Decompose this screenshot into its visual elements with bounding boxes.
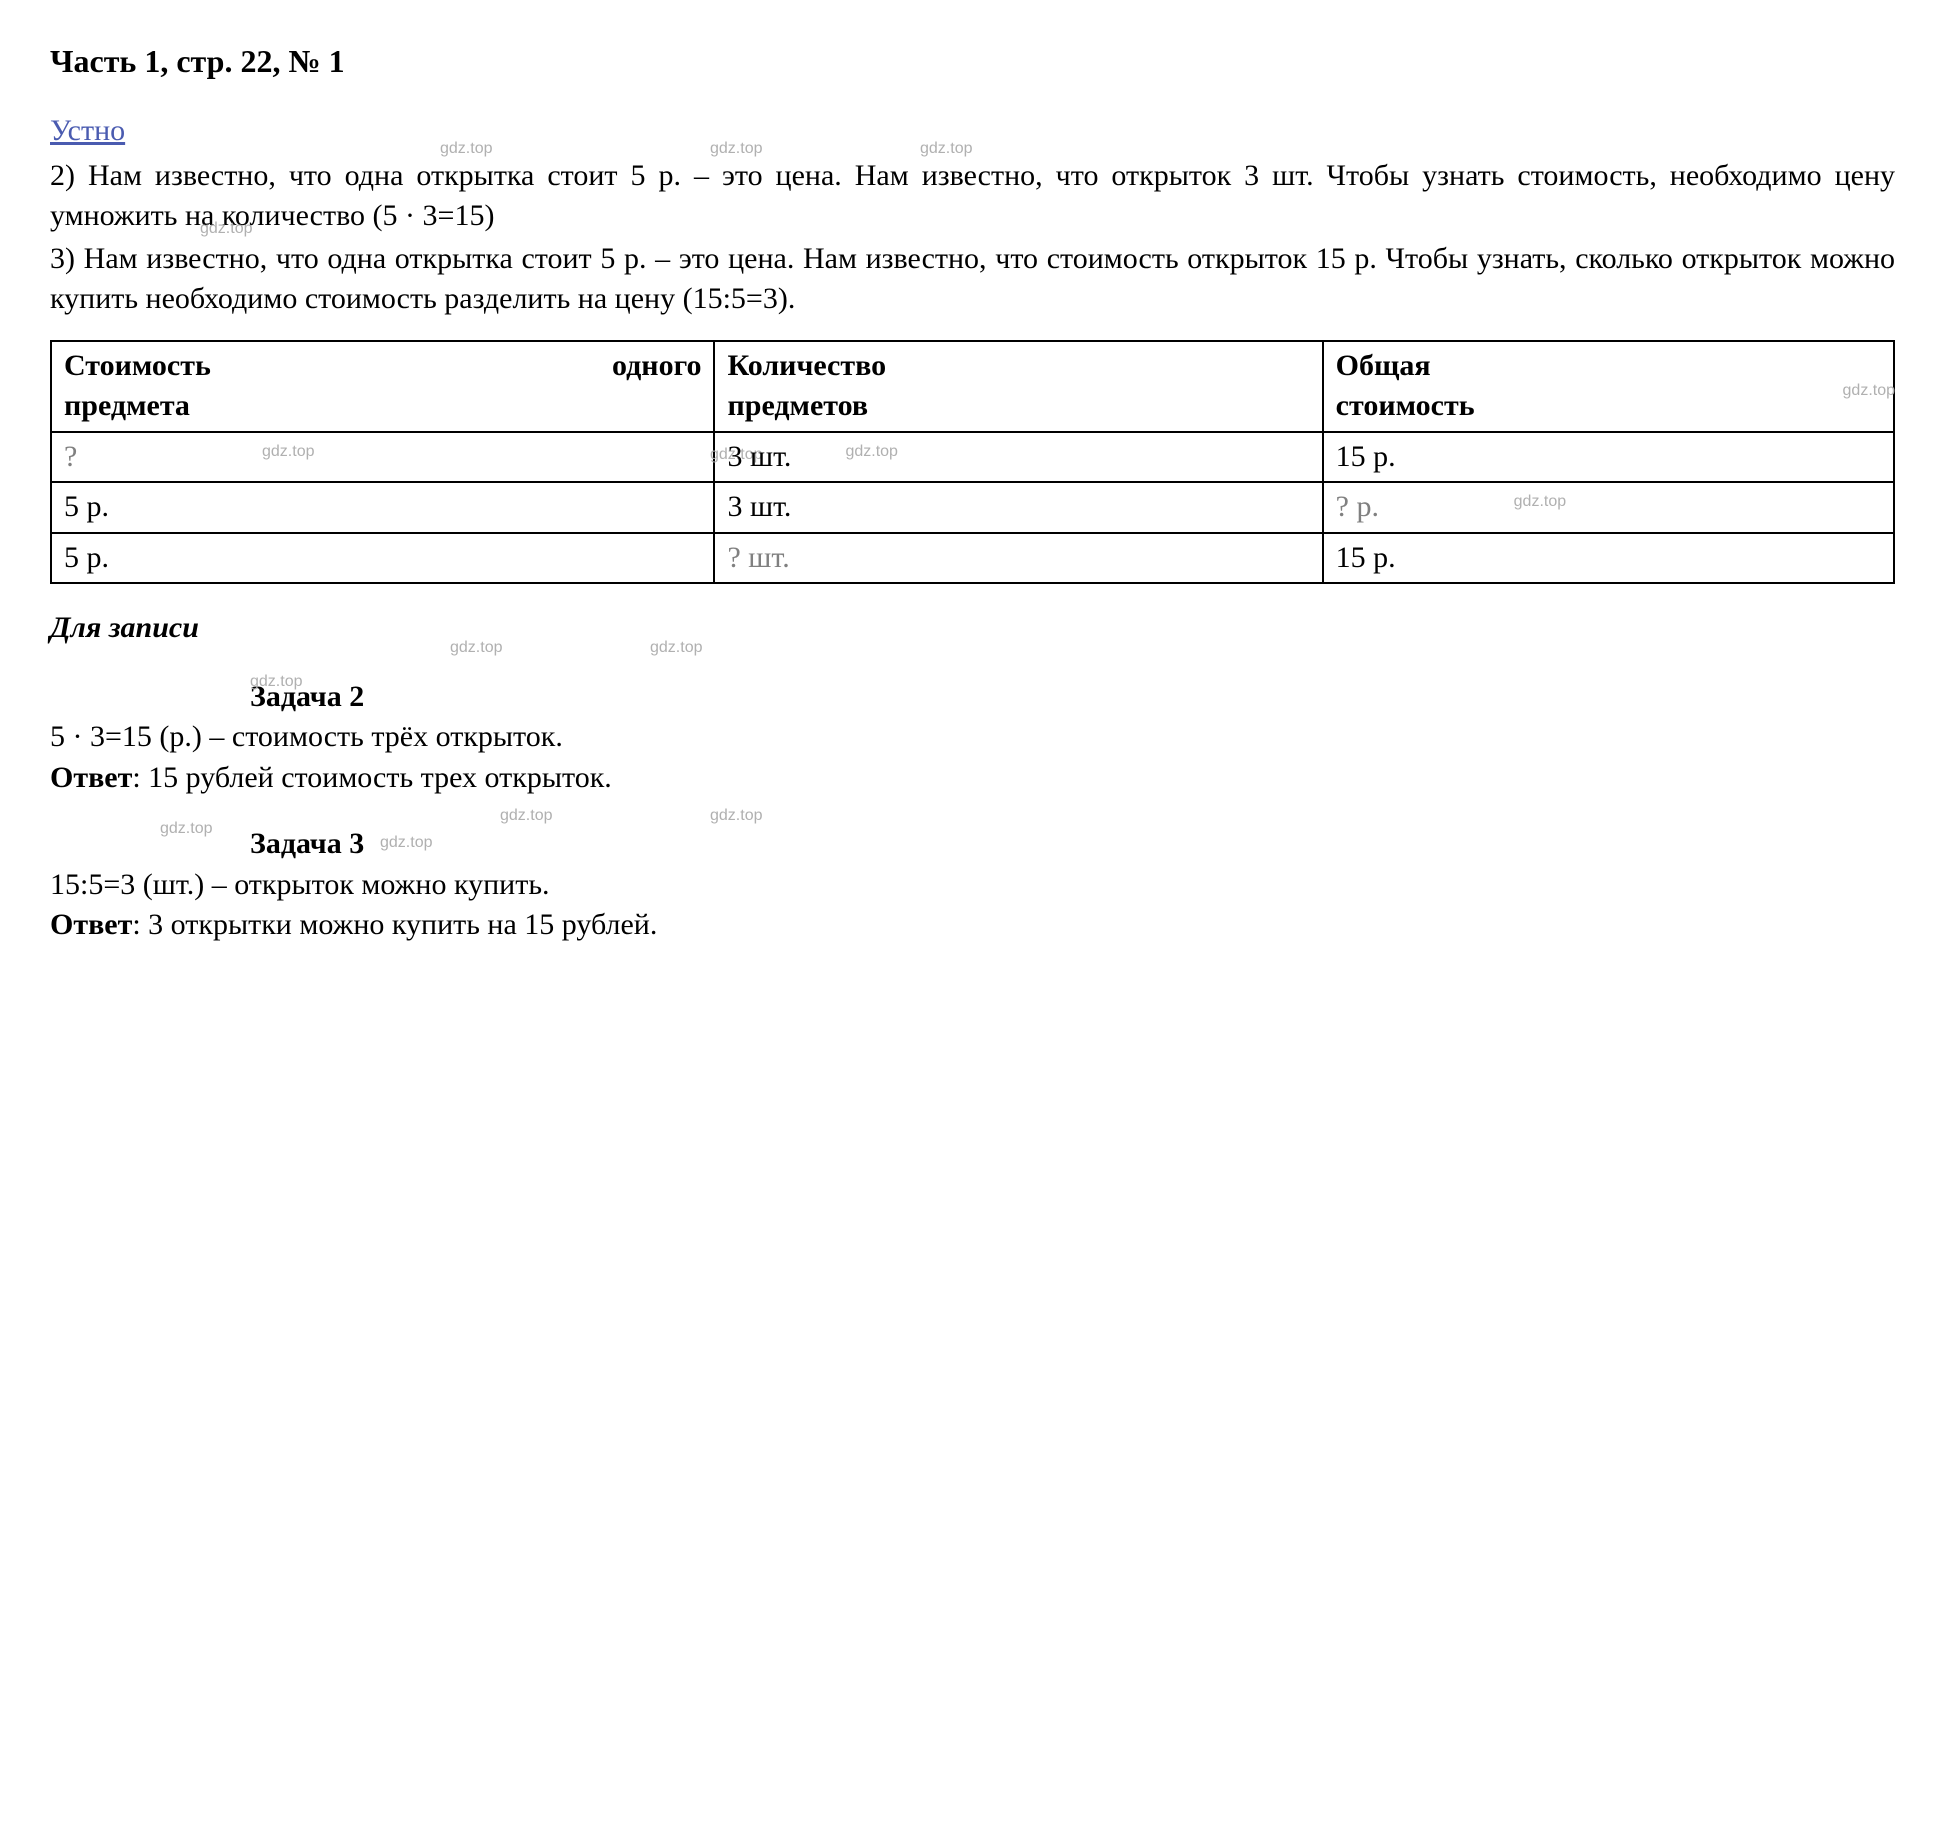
watermark: gdz.top bbox=[920, 138, 972, 160]
table-row: ? gdz.top 3 шт. gdz.top 15 р. bbox=[51, 432, 1894, 483]
cell: 3 шт. gdz.top bbox=[714, 432, 1322, 483]
th-text: стоимость bbox=[1336, 386, 1881, 427]
ustno-link[interactable]: Устно bbox=[50, 111, 125, 152]
table-header-row: Стоимость одного предмета Количество пре… bbox=[51, 341, 1894, 432]
oral-explanation: gdz.top gdz.top gdz.top 2) Нам известно,… bbox=[50, 156, 1895, 320]
watermark: gdz.top bbox=[200, 218, 252, 240]
cell: ? шт. bbox=[714, 533, 1322, 584]
th-text: Стоимость bbox=[64, 346, 211, 387]
answer-label: Ответ bbox=[50, 761, 132, 794]
answer-text: : 3 открытки можно купить на 15 рублей. bbox=[132, 908, 657, 941]
watermark: gdz.top bbox=[250, 671, 302, 693]
watermark: gdz.top bbox=[500, 805, 552, 827]
task-2-title: Задача 2 bbox=[250, 677, 1895, 718]
task-3-title: Задача 3 bbox=[250, 824, 1895, 865]
watermark: gdz.top bbox=[262, 441, 314, 463]
cell-value: ? р. bbox=[1336, 490, 1379, 523]
th-cost-per-item: Стоимость одного предмета bbox=[51, 341, 714, 432]
th-text: предметов bbox=[727, 386, 1309, 427]
cell-value: 5 р. bbox=[64, 541, 109, 574]
task-3-block: gdz.top gdz.top Задача 3 15:5=3 (шт.) – … bbox=[50, 824, 1895, 946]
table-row: 5 р. 3 шт. ? р. gdz.top bbox=[51, 482, 1894, 533]
cell: 15 р. bbox=[1323, 432, 1894, 483]
cell: 5 р. bbox=[51, 533, 714, 584]
task-2-calc: 5 · 3=15 (р.) – стоимость трёх открыток. bbox=[50, 717, 1895, 758]
th-text: предмета bbox=[64, 386, 701, 427]
watermark: gdz.top bbox=[450, 637, 502, 659]
th-text: одного bbox=[612, 346, 701, 387]
th-text: Общая bbox=[1336, 346, 1881, 387]
cell-value: 3 шт. bbox=[727, 490, 791, 523]
watermark: gdz.top bbox=[440, 138, 492, 160]
th-total-cost: Общая стоимость bbox=[1323, 341, 1894, 432]
cell: ? gdz.top bbox=[51, 432, 714, 483]
cell-value: ? шт. bbox=[727, 541, 789, 574]
th-text: Количество bbox=[727, 346, 1309, 387]
cell: 15 р. bbox=[1323, 533, 1894, 584]
task-2-answer: Ответ: 15 рублей стоимость трех открыток… bbox=[50, 758, 1895, 799]
document-container: Часть 1, стр. 22, № 1 Устно gdz.top gdz.… bbox=[50, 40, 1895, 946]
cell: 3 шт. bbox=[714, 482, 1322, 533]
watermark: gdz.top bbox=[845, 441, 897, 463]
cell-value: 15 р. bbox=[1336, 440, 1396, 473]
cell-value: 3 шт. bbox=[727, 440, 791, 473]
table-row: 5 р. ? шт. 15 р. bbox=[51, 533, 1894, 584]
task-3-calc: 15:5=3 (шт.) – открыток можно купить. bbox=[50, 865, 1895, 906]
answer-label: Ответ bbox=[50, 908, 132, 941]
watermark: gdz.top bbox=[160, 818, 212, 840]
cell-value: 5 р. bbox=[64, 490, 109, 523]
watermark: gdz.top bbox=[1514, 491, 1566, 513]
watermark: gdz.top bbox=[1843, 380, 1895, 402]
watermark: gdz.top bbox=[710, 138, 762, 160]
watermark: gdz.top bbox=[380, 832, 432, 854]
paragraph-3: 3) Нам известно, что одна открытка стоит… bbox=[50, 239, 1895, 320]
answer-text: : 15 рублей стоимость трех открыток. bbox=[132, 761, 611, 794]
task-2-block: gdz.top gdz.top gdz.top Задача 2 5 · 3=1… bbox=[50, 677, 1895, 799]
paragraph-2: 2) Нам известно, что одна открытка стоит… bbox=[50, 156, 1895, 237]
page-header: Часть 1, стр. 22, № 1 bbox=[50, 40, 1895, 83]
cell: 5 р. bbox=[51, 482, 714, 533]
cell: ? р. gdz.top bbox=[1323, 482, 1894, 533]
cell-value: ? bbox=[64, 440, 77, 473]
task-3-answer: Ответ: 3 открытки можно купить на 15 руб… bbox=[50, 905, 1895, 946]
watermark: gdz.top bbox=[650, 637, 702, 659]
dlya-zapisi-heading: Для записи bbox=[50, 608, 1895, 649]
watermark: gdz.top bbox=[710, 805, 762, 827]
cell-value: 15 р. bbox=[1336, 541, 1396, 574]
data-table: Стоимость одного предмета Количество пре… bbox=[50, 340, 1895, 585]
th-quantity: Количество предметов bbox=[714, 341, 1322, 432]
